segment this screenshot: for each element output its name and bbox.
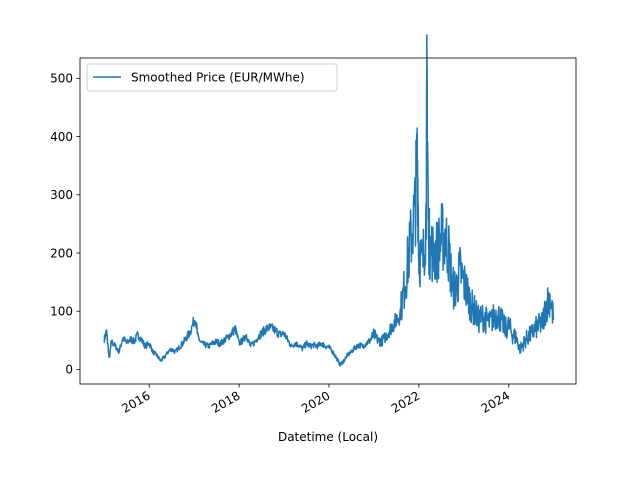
series-line	[103, 34, 555, 367]
y-tick-label: 0	[65, 363, 73, 377]
y-tick-label: 200	[50, 246, 73, 260]
y-tick-label: 400	[50, 130, 73, 144]
y-tick-label: 300	[50, 188, 73, 202]
y-tick-label: 500	[50, 72, 73, 86]
plot-area	[103, 34, 555, 367]
legend: Smoothed Price (EUR/MWhe)	[86, 63, 338, 92]
axes-frame	[79, 57, 577, 385]
legend-frame	[86, 63, 338, 92]
x-axis-label: Datetime (Local)	[278, 430, 378, 444]
legend-label: Smoothed Price (EUR/MWhe)	[131, 71, 305, 85]
y-tick-label: 100	[50, 305, 73, 319]
